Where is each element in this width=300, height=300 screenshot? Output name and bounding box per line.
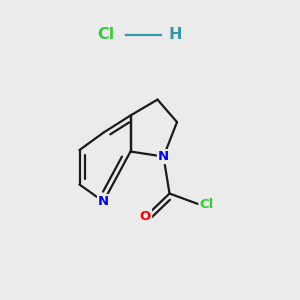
Text: N: N	[98, 195, 109, 208]
Text: H: H	[168, 27, 182, 42]
Text: Cl: Cl	[97, 27, 114, 42]
Text: O: O	[140, 210, 151, 223]
Text: N: N	[158, 150, 169, 163]
Text: Cl: Cl	[200, 197, 214, 211]
